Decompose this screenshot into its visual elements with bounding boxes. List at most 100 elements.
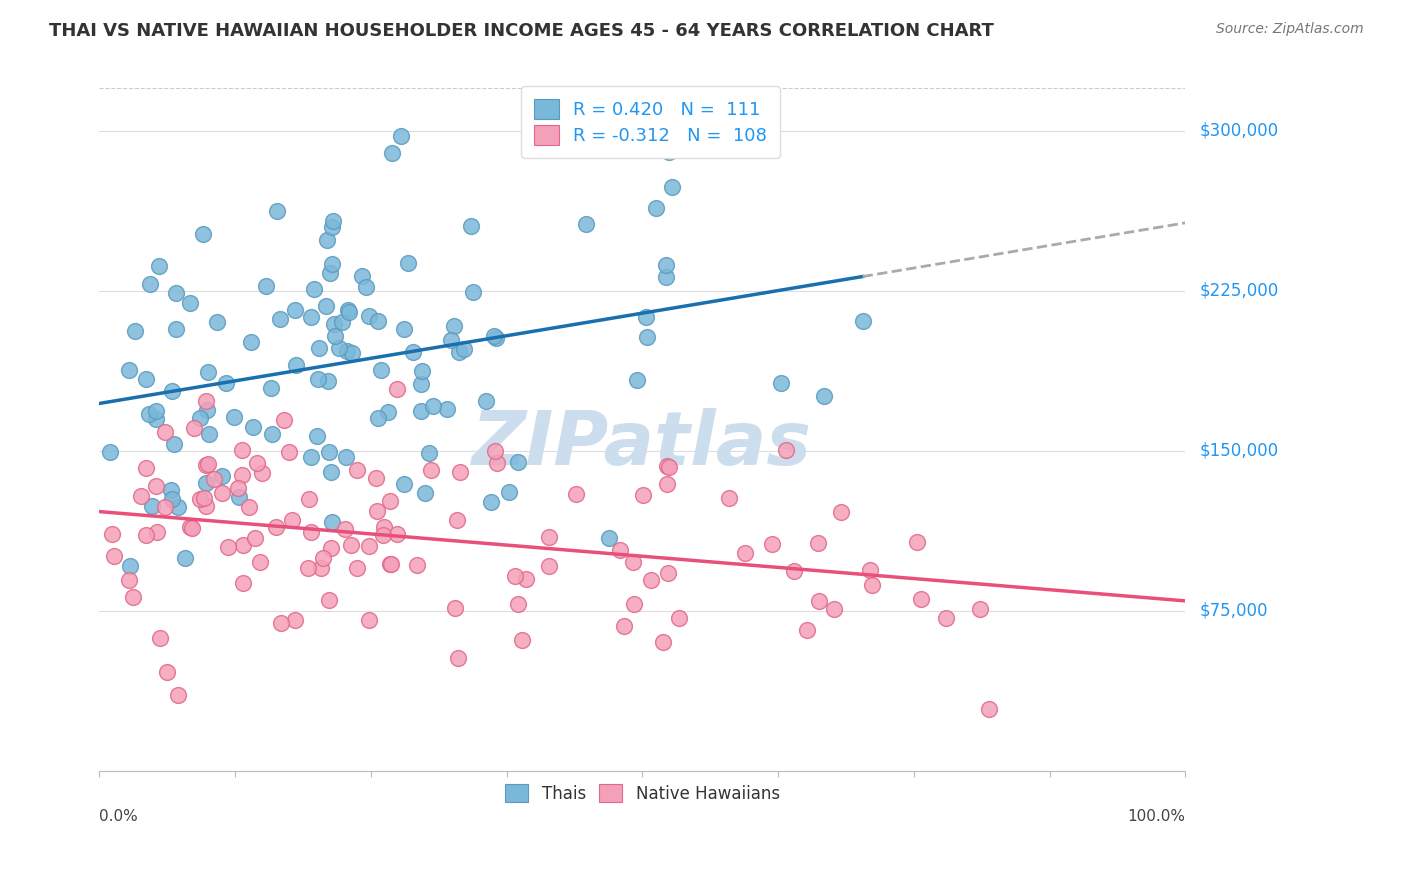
Point — [266, 204, 288, 219]
Point — [100, 527, 122, 541]
Point — [231, 442, 253, 457]
Point — [321, 515, 343, 529]
Point — [202, 472, 225, 486]
Text: $300,000: $300,000 — [1199, 122, 1278, 140]
Point — [103, 549, 125, 563]
Point — [373, 520, 395, 534]
Point — [366, 504, 388, 518]
Point — [160, 483, 183, 497]
Point — [446, 513, 468, 527]
Point — [179, 520, 201, 534]
Point — [631, 488, 654, 502]
Point — [194, 499, 217, 513]
Point — [188, 491, 211, 506]
Point — [475, 394, 498, 409]
Point — [357, 613, 380, 627]
Point — [312, 551, 335, 566]
Point — [299, 450, 322, 464]
Point — [148, 259, 170, 273]
Point — [636, 329, 658, 343]
Point — [239, 334, 262, 349]
Point — [718, 491, 741, 506]
Point — [479, 494, 502, 508]
Point — [364, 471, 387, 485]
Point — [277, 445, 299, 459]
Point — [449, 465, 471, 479]
Point — [979, 702, 1001, 716]
Text: $225,000: $225,000 — [1199, 282, 1278, 300]
Point — [337, 305, 360, 319]
Point — [217, 540, 239, 554]
Point — [860, 578, 883, 592]
Point — [122, 590, 145, 604]
Point — [392, 477, 415, 491]
Text: $75,000: $75,000 — [1199, 602, 1268, 620]
Point — [307, 372, 329, 386]
Text: THAI VS NATIVE HAWAIIAN HOUSEHOLDER INCOME AGES 45 - 64 YEARS CORRELATION CHART: THAI VS NATIVE HAWAIIAN HOUSEHOLDER INCO… — [49, 22, 994, 40]
Point — [350, 268, 373, 283]
Point — [444, 600, 467, 615]
Point — [309, 561, 332, 575]
Point — [658, 460, 681, 475]
Point — [328, 341, 350, 355]
Point — [367, 314, 389, 328]
Point — [145, 411, 167, 425]
Point — [160, 492, 183, 507]
Point — [193, 491, 215, 506]
Point — [775, 443, 797, 458]
Point — [422, 399, 444, 413]
Point — [657, 459, 679, 474]
Point — [305, 428, 328, 442]
Point — [155, 665, 177, 679]
Point — [323, 329, 346, 343]
Point — [394, 321, 416, 335]
Point — [377, 405, 399, 419]
Point — [281, 512, 304, 526]
Point — [228, 491, 250, 505]
Point — [761, 537, 783, 551]
Point — [905, 534, 928, 549]
Point — [357, 540, 380, 554]
Point — [153, 500, 176, 515]
Point — [935, 611, 957, 625]
Point — [385, 527, 408, 541]
Point — [380, 558, 402, 572]
Point — [160, 384, 183, 398]
Point — [138, 407, 160, 421]
Point — [238, 500, 260, 514]
Point — [626, 373, 648, 387]
Legend: Thais, Native Hawaiians: Thais, Native Hawaiians — [496, 775, 789, 811]
Point — [655, 258, 678, 272]
Point — [298, 491, 321, 506]
Point — [195, 475, 218, 490]
Point — [254, 279, 277, 293]
Point — [359, 309, 381, 323]
Point — [387, 382, 409, 396]
Point — [198, 427, 221, 442]
Point — [285, 359, 308, 373]
Point — [197, 365, 219, 379]
Point — [167, 500, 190, 514]
Point — [420, 463, 443, 477]
Point — [222, 409, 245, 424]
Point — [195, 402, 218, 417]
Point — [260, 426, 283, 441]
Point — [654, 269, 676, 284]
Point — [135, 461, 157, 475]
Point — [463, 285, 485, 299]
Point — [249, 555, 271, 569]
Point — [402, 345, 425, 359]
Point — [598, 531, 620, 545]
Point — [346, 560, 368, 574]
Point — [162, 437, 184, 451]
Point — [211, 486, 233, 500]
Point — [506, 597, 529, 611]
Point — [231, 467, 253, 482]
Point — [406, 558, 429, 573]
Point — [661, 180, 683, 194]
Point — [485, 456, 508, 470]
Text: $150,000: $150,000 — [1199, 442, 1278, 459]
Point — [796, 624, 818, 638]
Point — [389, 128, 412, 143]
Point — [621, 555, 644, 569]
